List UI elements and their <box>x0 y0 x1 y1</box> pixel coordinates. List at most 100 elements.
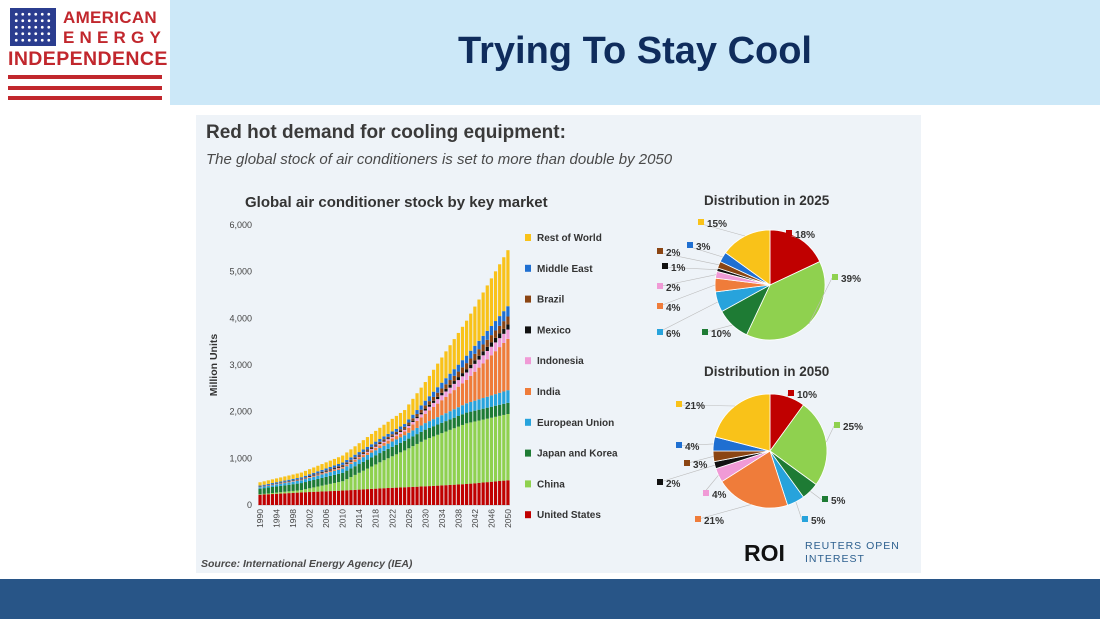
legend-swatch <box>525 480 531 488</box>
bar-segment <box>452 339 456 370</box>
bar-segment <box>328 483 332 492</box>
bar-segment <box>320 464 324 470</box>
bar-segment <box>394 431 398 434</box>
bar-segment <box>378 488 382 505</box>
bar-segment <box>320 473 324 475</box>
bar-segment <box>312 474 316 476</box>
bar-segment <box>460 360 465 368</box>
bar-segment <box>403 428 407 430</box>
bar-segment <box>378 427 382 440</box>
bar-segment <box>328 466 332 469</box>
bar-segment <box>258 482 262 486</box>
bar-segment <box>489 417 494 482</box>
bar-segment <box>502 257 506 312</box>
bar-segment <box>370 446 374 449</box>
x-tick-label: 2018 <box>371 509 381 528</box>
bar-segment <box>312 476 316 477</box>
bar-segment <box>427 396 432 402</box>
bar-segment <box>320 471 324 473</box>
bar-segment <box>498 264 502 317</box>
bar-segment <box>341 462 345 465</box>
bar-chart: 0 1,000 2,000 3,000 4,000 5,000 6,000 1990 1994 1… <box>229 220 512 528</box>
bar-segment <box>506 414 510 481</box>
bar-segment <box>469 411 473 423</box>
bar-segment <box>498 404 502 416</box>
bar-segment <box>485 407 489 419</box>
bar-segment <box>493 405 498 417</box>
bar-segment <box>427 421 432 428</box>
bar-segment <box>498 392 502 405</box>
bar-segment <box>353 466 357 475</box>
bar-segment <box>444 384 448 389</box>
bar-segment <box>498 316 502 326</box>
bar-segment <box>374 430 378 442</box>
bar-segment <box>440 357 444 383</box>
bar-segment <box>382 441 386 443</box>
bar-segment <box>477 482 481 505</box>
bar-segment <box>370 457 374 467</box>
bar-segment <box>489 346 494 356</box>
bar-segment <box>336 467 341 469</box>
bar-segment <box>485 359 489 397</box>
logo-line-2: ENERGY <box>63 28 166 47</box>
bar-segment <box>341 490 345 505</box>
bar-segment <box>411 414 415 419</box>
bar-segment <box>299 490 303 493</box>
bar-segment <box>316 471 320 474</box>
bar-segment <box>403 450 407 488</box>
bar-segment <box>361 452 365 454</box>
bar-segment <box>394 428 398 432</box>
bar-segment <box>328 469 332 470</box>
pie-value-label: 4% <box>712 490 727 501</box>
bar-segment <box>262 488 266 494</box>
y-tick-label: 1,000 <box>229 453 252 463</box>
bar-segment <box>382 424 386 437</box>
bar-segment <box>506 390 510 403</box>
bar-segment <box>316 473 320 474</box>
bar-segment <box>394 434 398 437</box>
bar-segment <box>456 386 460 408</box>
bar-segment <box>279 477 283 482</box>
bar-segment <box>374 446 378 448</box>
bar-segment <box>308 481 312 489</box>
bar-segment <box>283 480 287 482</box>
bar-segment <box>332 469 337 471</box>
bar-segment <box>341 464 345 466</box>
bar-segment <box>382 445 386 451</box>
bar-segment <box>431 369 436 392</box>
bar-segment <box>386 438 390 440</box>
bar-segment <box>506 402 510 414</box>
bar-segment <box>394 439 398 445</box>
pie-label-swatch <box>786 230 792 236</box>
bar-segment <box>266 480 270 484</box>
bar-segment <box>444 391 448 397</box>
bar-segment <box>407 448 411 488</box>
bar-segment <box>456 332 460 365</box>
bar-segment <box>407 432 411 439</box>
bar-segment <box>266 483 270 485</box>
bar-segment <box>353 461 357 467</box>
bar-segment <box>374 455 378 465</box>
bar-segment <box>345 463 349 465</box>
bar-segment <box>431 436 436 486</box>
bar-segment <box>378 448 382 454</box>
bar-segment <box>328 460 332 467</box>
bar-segment <box>481 344 485 352</box>
legend-swatch <box>525 418 531 426</box>
bar-segment <box>336 473 341 483</box>
bar-segment <box>303 482 308 490</box>
bar-segment <box>465 403 469 413</box>
bar-segment <box>303 492 308 505</box>
bar-segment <box>320 474 324 478</box>
bar-segment <box>398 433 403 438</box>
x-tick-label: 2010 <box>338 509 348 528</box>
bar-segment <box>345 462 349 464</box>
bar-segment <box>312 475 316 476</box>
y-tick-label: 3,000 <box>229 360 252 370</box>
bar-segment <box>460 424 465 485</box>
bar-segment <box>452 369 456 376</box>
bar-segment <box>452 383 456 391</box>
bar-segment <box>324 491 328 505</box>
bar-segment <box>415 418 419 421</box>
legend-swatch <box>525 357 531 365</box>
